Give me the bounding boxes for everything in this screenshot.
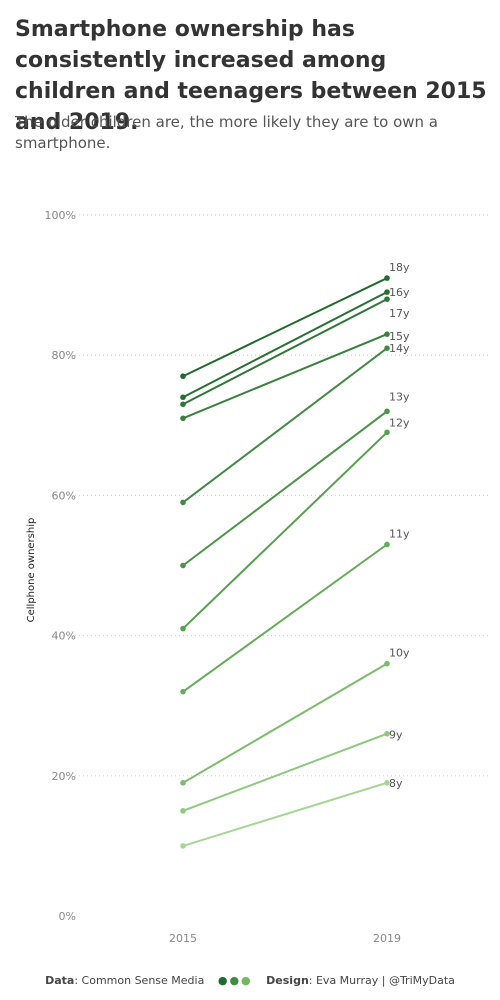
series-label-17y: 17y xyxy=(389,307,410,320)
data-point-12y-2015 xyxy=(180,625,186,632)
x-tick-label: 2015 xyxy=(169,932,197,945)
data-point-8y-2019 xyxy=(384,780,390,786)
series-line-8y xyxy=(182,781,388,847)
data-point-18y-2019 xyxy=(384,275,390,281)
y-tick-label: 20% xyxy=(52,770,76,783)
y-axis-ticks: 0% 20% 40% 60% 80% 100% xyxy=(45,209,76,923)
series-line-10y xyxy=(182,662,388,784)
data-point-16y-2019 xyxy=(384,289,390,295)
data-point-11y-2015 xyxy=(180,688,186,695)
data-point-12y-2019 xyxy=(384,429,390,436)
series-line-12y xyxy=(182,431,388,630)
series-line-16y xyxy=(182,291,388,399)
chart-subtitle: The older children are, the more likely … xyxy=(15,113,439,152)
series-label-8y: 8y xyxy=(389,777,403,790)
series-lines xyxy=(182,277,388,847)
x-tick-label: 2019 xyxy=(373,932,401,945)
footer-data-source: Common Sense Media xyxy=(81,974,205,987)
series-label-11y: 11y xyxy=(389,527,410,540)
footer: Data: Common Sense Media ●●● Design: Eva… xyxy=(45,974,455,987)
series-line-13y xyxy=(182,410,388,567)
data-point-14y-2019 xyxy=(384,345,390,351)
data-point-13y-2019 xyxy=(384,408,390,415)
y-tick-label: 60% xyxy=(52,489,76,502)
data-point-14y-2015 xyxy=(180,499,186,506)
series-line-14y xyxy=(182,347,388,504)
series-line-11y xyxy=(182,543,388,693)
series-label-13y: 13y xyxy=(389,390,410,403)
y-axis-label: Cellphone ownership xyxy=(26,518,37,623)
data-point-17y-2019 xyxy=(384,296,390,302)
series-line-15y xyxy=(182,333,388,420)
footer-dots: ●●● xyxy=(218,974,253,987)
data-point-16y-2015 xyxy=(180,394,186,401)
footer-dot-2: ● xyxy=(229,974,242,987)
data-point-9y-2015 xyxy=(180,808,186,814)
data-point-10y-2015 xyxy=(180,780,186,786)
footer-design-credit: Eva Murray | @TriMyData xyxy=(315,974,455,987)
series-line-9y xyxy=(182,732,388,812)
data-point-9y-2019 xyxy=(384,730,390,737)
footer-dot-3: ● xyxy=(241,974,253,987)
series-label-16y: 16y xyxy=(389,286,410,299)
y-tick-label: 0% xyxy=(59,910,76,923)
y-tick-label: 80% xyxy=(52,349,76,362)
series-label-15y: 15y xyxy=(389,330,410,343)
series-label-12y: 12y xyxy=(389,416,410,429)
footer-design-label: Design xyxy=(266,974,309,987)
series-label-14y: 14y xyxy=(389,342,410,355)
footer-data-label: Data xyxy=(45,974,75,987)
series-label-18y: 18y xyxy=(389,261,410,274)
data-point-10y-2019 xyxy=(384,660,390,667)
data-point-8y-2015 xyxy=(180,843,186,849)
y-tick-label: 100% xyxy=(45,209,76,222)
series-line-18y xyxy=(182,277,388,378)
data-point-13y-2015 xyxy=(180,562,186,569)
data-point-11y-2019 xyxy=(384,541,390,548)
series-label-10y: 10y xyxy=(389,647,410,660)
data-point-17y-2015 xyxy=(180,401,186,408)
data-point-15y-2015 xyxy=(180,415,186,422)
x-axis-ticks: 2015 2019 xyxy=(169,932,401,945)
series-line-17y xyxy=(182,298,388,406)
series-points xyxy=(180,275,390,849)
y-tick-label: 40% xyxy=(52,630,76,643)
gridlines xyxy=(55,214,488,777)
data-point-18y-2015 xyxy=(180,373,186,380)
chart-title: Smartphone ownership has consistently in… xyxy=(15,17,487,135)
footer-dot-1: ● xyxy=(217,974,230,987)
data-point-15y-2019 xyxy=(384,331,390,337)
series-label-9y: 9y xyxy=(389,729,403,742)
